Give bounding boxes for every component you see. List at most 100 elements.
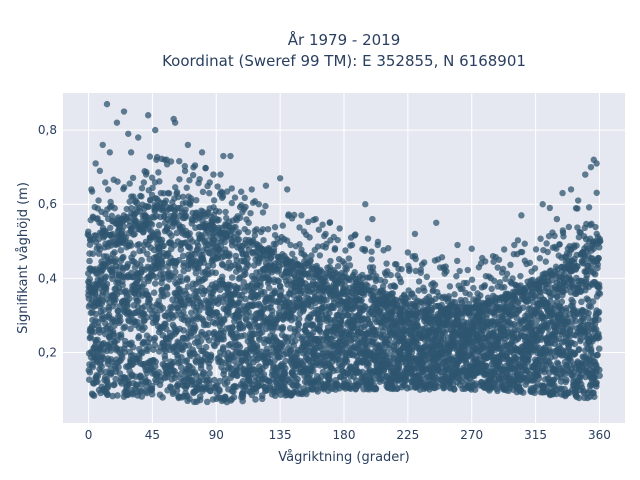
data-point [205,337,213,344]
data-point [89,363,97,371]
data-point [178,354,185,361]
data-point [180,327,187,334]
data-point [553,293,561,300]
data-point [158,236,166,244]
data-point [177,364,185,371]
data-point [233,372,241,379]
data-point [314,388,322,395]
data-point [86,275,94,283]
data-point [86,257,93,265]
data-point [221,393,229,401]
data-point [104,383,112,390]
data-point [152,358,159,366]
data-point [343,358,351,365]
data-point [163,283,171,291]
data-point [244,262,252,269]
data-point [122,234,130,242]
data-point [118,354,126,362]
data-point [129,343,137,351]
data-point [244,354,252,361]
data-point [133,318,141,326]
data-point [151,280,159,287]
data-point [183,275,191,282]
data-point [295,315,303,323]
data-point [292,337,299,345]
data-point [117,246,125,254]
data-point [228,274,236,281]
data-point [143,250,151,258]
data-point [115,363,122,371]
data-point [279,323,286,331]
data-point [326,309,333,317]
data-point [558,298,566,306]
data-point [403,375,410,383]
data-point [111,249,118,256]
data-point [365,359,372,366]
data-point [172,268,179,276]
data-point [130,250,137,258]
data-point [533,317,540,325]
data-point [175,256,183,264]
data-point [196,307,203,314]
data-point [248,280,256,288]
data-point [143,314,151,321]
data-point [163,291,171,298]
data-point [125,380,132,388]
data-point [159,304,167,312]
data-point [572,318,579,325]
data-point [126,295,133,302]
data-point [578,298,585,306]
data-point [174,382,182,389]
data-point [151,341,159,349]
data-point [109,392,116,400]
data-point [119,281,126,289]
data-point [114,392,121,399]
data-point [242,270,249,278]
data-point [200,369,208,376]
data-point [260,288,268,296]
data-point [358,296,365,304]
data-point [97,368,105,376]
data-point [302,321,310,329]
data-point [151,334,159,342]
data-point [196,396,204,404]
data-point [206,364,213,371]
data-point [229,323,236,331]
data-point [223,379,231,386]
data-point [547,297,554,305]
data-point [568,323,575,330]
data-point [112,296,119,303]
data-point [141,324,148,331]
data-point [155,221,163,229]
data-point [186,230,193,237]
data-point [134,297,142,305]
data-point [275,277,282,285]
data-point [282,357,289,365]
data-point [252,396,259,403]
data-point [574,263,581,270]
data-point [225,309,232,316]
data-point [265,275,273,283]
data-point [519,304,527,311]
data-point [330,304,337,312]
data-point [94,378,101,386]
data-point [150,289,158,296]
data-point [155,368,163,376]
data-point [216,294,223,301]
data-point [117,317,124,324]
data-point [121,323,129,331]
data-point [241,332,248,339]
data-point [236,266,243,273]
data-point [372,385,380,393]
data-point [121,348,129,356]
data-point [519,389,527,396]
data-point [173,229,181,237]
data-point [265,284,273,292]
data-point [471,386,479,393]
data-point [159,394,166,401]
data-point [525,356,532,364]
data-point [294,331,301,339]
data-point [138,349,146,357]
data-point [271,287,279,295]
data-point [137,275,144,282]
